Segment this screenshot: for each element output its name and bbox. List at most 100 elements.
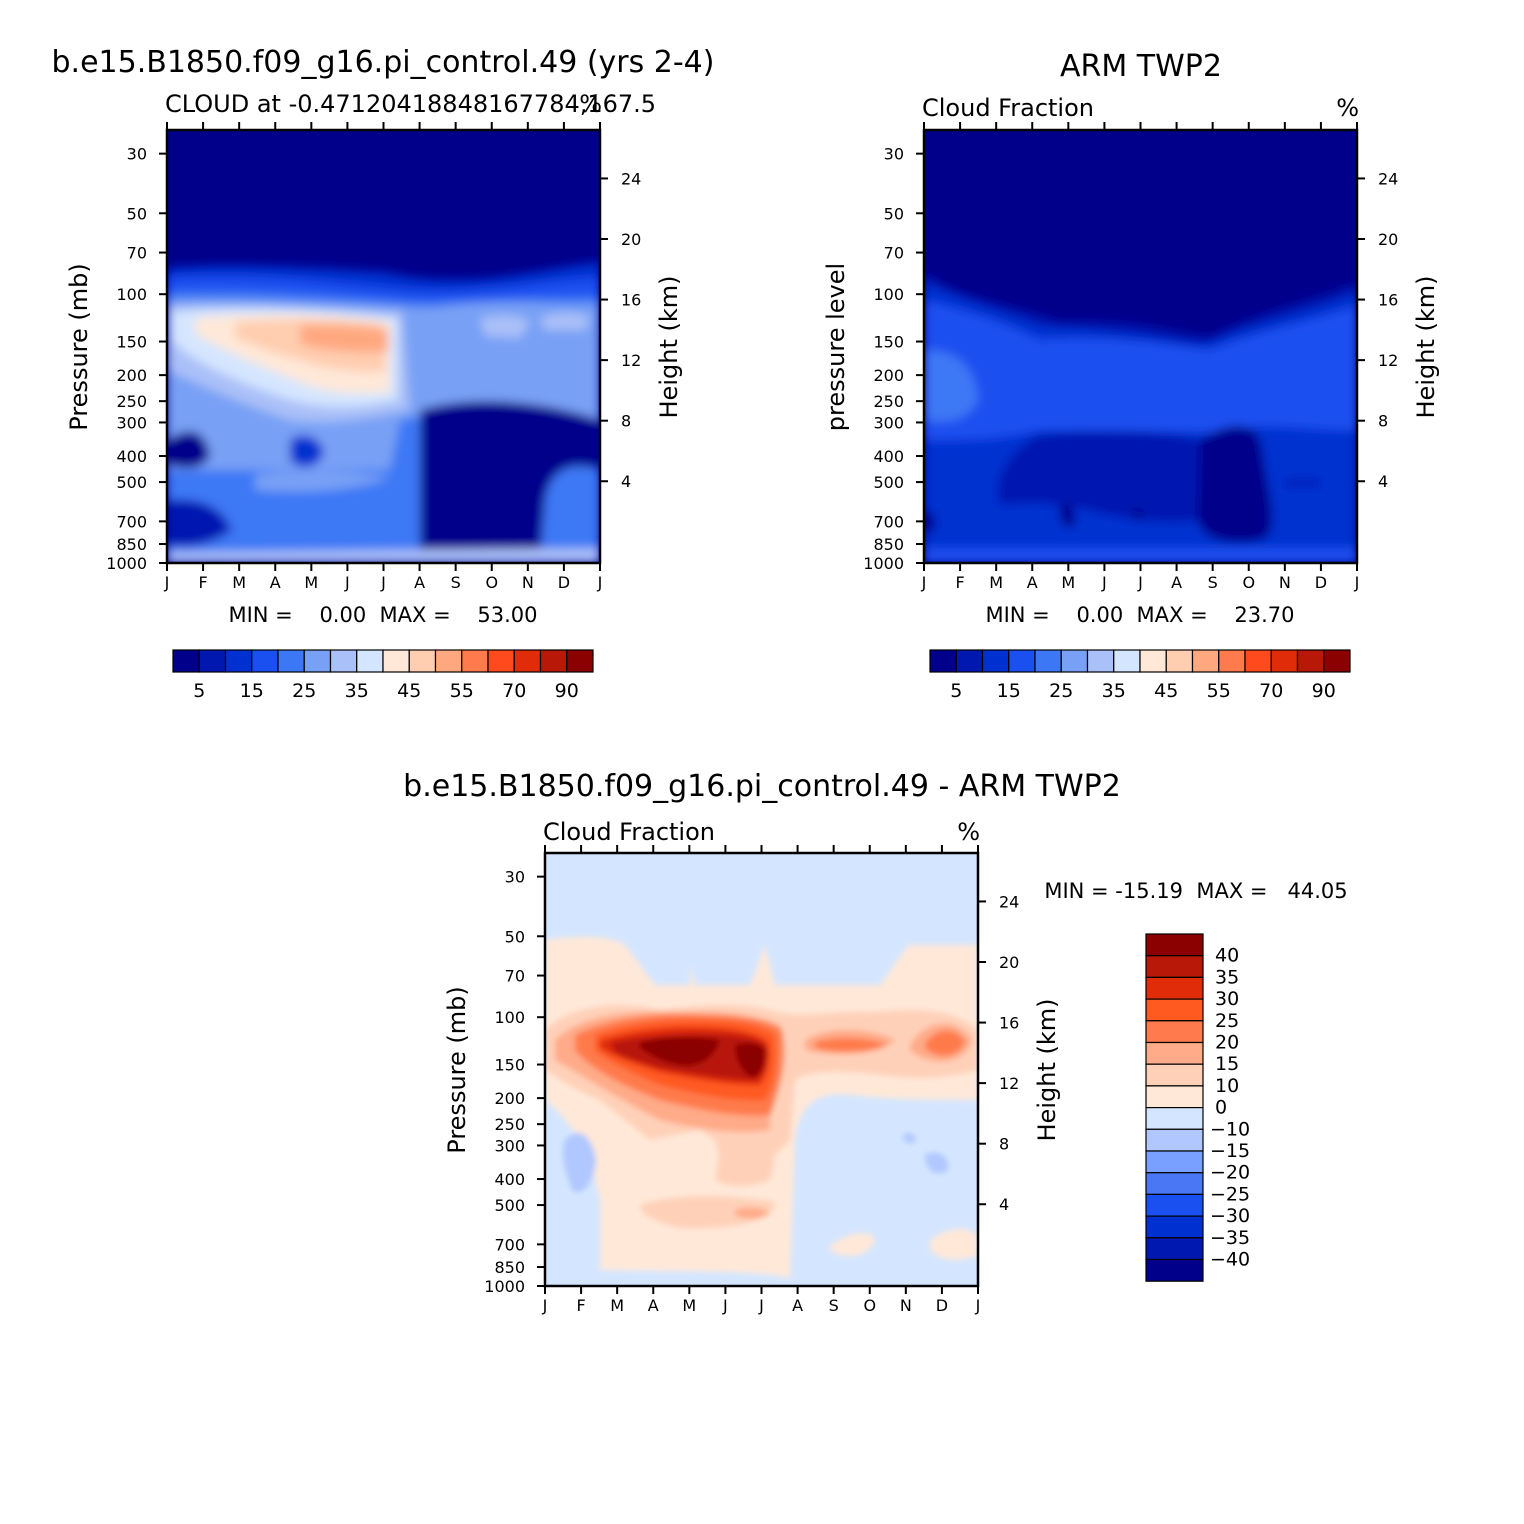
y-tick-label: 200 [494, 1089, 525, 1108]
x-tick-label: N [522, 573, 534, 592]
y-right-tick-label: 24 [1378, 169, 1398, 188]
x-tick-label: O [1242, 573, 1255, 592]
y-tick-label: 150 [873, 333, 904, 352]
colorbar-swatch [382, 649, 410, 673]
y-tick-label: 100 [494, 1008, 525, 1027]
colorbar-label: 5 [193, 680, 205, 702]
colorbar-label: −35 [1210, 1227, 1250, 1249]
y-tick-label: 300 [494, 1136, 525, 1155]
x-tick-label: S [829, 1296, 839, 1315]
y-tick-label: 200 [873, 366, 904, 385]
y-right-tick-label: 4 [621, 472, 631, 491]
colorbar-swatch [1008, 649, 1036, 673]
colorbar-label: 55 [450, 680, 474, 702]
y-right-tick-label: 8 [999, 1135, 1009, 1154]
y-tick-label: 70 [505, 967, 525, 986]
panel2-contours [924, 130, 1357, 563]
colorbar-swatch [1113, 649, 1141, 673]
x-tick-label: A [1171, 573, 1182, 592]
y-tick-label: 30 [505, 868, 525, 887]
colorbar-swatch [408, 649, 437, 673]
colorbar-label: −15 [1210, 1140, 1250, 1162]
panel-model: b.e15.B1850.f09_g16.pi_control.49 (yrs 2… [52, 45, 715, 702]
y-tick-label: 1000 [106, 554, 147, 573]
panel2-subtitle: Cloud Fraction [922, 94, 1094, 122]
colorbar-swatch [1191, 649, 1220, 673]
y-right-tick-label: 12 [999, 1074, 1019, 1093]
colorbar-label: 5 [950, 680, 962, 702]
y-tick-label: 250 [873, 392, 904, 411]
y-right-tick-label: 24 [621, 169, 641, 188]
colorbar-swatch [303, 649, 332, 673]
y-tick-label: 500 [116, 473, 147, 492]
colorbar-label: 90 [555, 680, 579, 702]
colorbar-swatch [1145, 998, 1204, 1022]
colorbar-swatch [1145, 1106, 1204, 1130]
panel2-axis-ticks: J F M A M J J A S O N D J 30 50 70 100 150 200 250 300 400 500… [863, 122, 1398, 592]
colorbar-swatch [1145, 1172, 1204, 1195]
colorbar-swatch [539, 649, 568, 673]
colorbar-label: 55 [1207, 680, 1231, 702]
x-tick-label: M [232, 573, 246, 592]
x-tick-label: M [1061, 573, 1075, 592]
colorbar-swatch [1244, 649, 1272, 673]
x-tick-label: F [576, 1296, 585, 1315]
colorbar-label: 20 [1215, 1032, 1239, 1054]
panel3-ylabel: Pressure (mb) [443, 986, 471, 1153]
colorbar-swatch [1323, 649, 1351, 673]
y-right-tick-label: 20 [1378, 230, 1398, 249]
panel3-axis-ticks: J F M A M J J A S O N D J 30 50 70 100 150 200 250 300 400 500… [484, 845, 1019, 1315]
y-tick-label: 850 [494, 1258, 525, 1277]
x-tick-label: D [936, 1296, 948, 1315]
x-tick-label: N [1279, 573, 1291, 592]
colorbar-label: 30 [1215, 988, 1239, 1010]
x-tick-label: A [792, 1296, 803, 1315]
y-right-tick-label: 16 [1378, 291, 1398, 310]
y-tick-label: 100 [116, 285, 147, 304]
y-right-tick-label: 20 [621, 230, 641, 249]
y-tick-label: 400 [873, 447, 904, 466]
x-tick-label: A [648, 1296, 659, 1315]
colorbar-label: −10 [1210, 1118, 1250, 1140]
colorbar-swatch [1086, 649, 1115, 673]
y-tick-label: 1000 [484, 1277, 525, 1296]
y-tick-label: 850 [873, 535, 904, 554]
panel1-stats: MIN = 0.00 MAX = 53.00 [228, 603, 537, 627]
y-right-tick-label: 12 [1378, 351, 1398, 370]
y-tick-label: 50 [884, 204, 904, 223]
x-tick-label: J [597, 573, 603, 592]
colorbar-swatch [1145, 1020, 1204, 1044]
panel1-subtitle: CLOUD at -0.47120418848167784,167.5 [165, 90, 656, 118]
colorbar-label: −25 [1210, 1183, 1250, 1205]
colorbar-swatch [1034, 649, 1062, 673]
y-tick-label: 850 [116, 535, 147, 554]
colorbar-swatch [329, 649, 358, 673]
y-tick-label: 700 [494, 1235, 525, 1254]
colorbar-swatch [434, 649, 463, 673]
panel2-units: % [1336, 94, 1359, 122]
y-tick-label: 100 [873, 285, 904, 304]
colorbar-label: 25 [1215, 1010, 1239, 1032]
panel1-ylabel-right: Height (km) [655, 276, 683, 419]
colorbar-swatch [1145, 1063, 1204, 1087]
y-tick-label: 1000 [863, 554, 904, 573]
y-tick-label: 150 [116, 333, 147, 352]
y-tick-label: 250 [116, 392, 147, 411]
panel1-ylabel: Pressure (mb) [65, 263, 93, 430]
colorbar-swatch [1145, 1041, 1204, 1065]
x-tick-label: J [975, 1296, 981, 1315]
colorbar-swatch [1145, 1085, 1204, 1109]
colorbar-swatch [277, 649, 305, 673]
colorbar-swatch [1145, 1215, 1204, 1239]
colorbar-swatch [172, 649, 200, 673]
colorbar-label: −40 [1210, 1249, 1250, 1271]
colorbar-label: −20 [1210, 1162, 1250, 1184]
colorbar-swatch [1145, 1150, 1204, 1174]
y-tick-label: 300 [116, 413, 147, 432]
colorbar-label: 0 [1215, 1097, 1227, 1119]
y-tick-label: 700 [873, 512, 904, 531]
x-tick-label: M [304, 573, 318, 592]
colorbar-label: 15 [997, 680, 1021, 702]
x-tick-label: M [989, 573, 1003, 592]
y-right-tick-label: 8 [1378, 412, 1388, 431]
